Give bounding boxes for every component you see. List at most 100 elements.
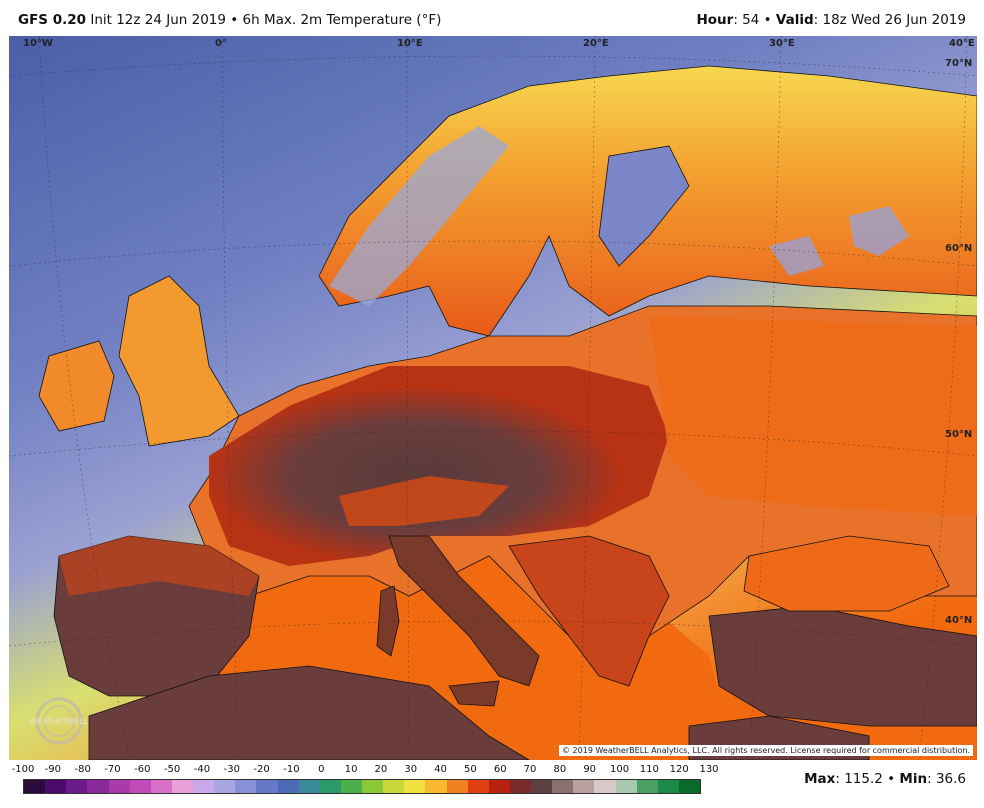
colorbar-swatch [657, 780, 679, 793]
lon-label-0: 0° [215, 38, 227, 49]
colorbar-swatch [615, 780, 637, 793]
colorbar-tick-label: 70 [523, 764, 537, 775]
sicily [448, 680, 500, 707]
min-label: Min [899, 771, 928, 787]
lake-ladoga [769, 236, 824, 276]
colorbar-swatch [298, 780, 320, 793]
valid-time: 18z Wed 26 Jun 2019 [822, 12, 967, 28]
turkey [708, 605, 977, 727]
italy [388, 535, 540, 687]
lat-label-40n: 40°N [945, 615, 973, 626]
map-canvas [9, 36, 977, 760]
product-name: 6h Max. 2m Temperature (°F) [242, 12, 442, 28]
sardinia [376, 585, 400, 657]
min-value: 36.6 [935, 771, 966, 787]
norway-mountains [329, 126, 509, 306]
colorbar-swatch [404, 780, 426, 793]
colorbar-swatch [214, 780, 236, 793]
colorbar-swatch [87, 780, 109, 793]
max-min-readout: Max: 115.2 • Min: 36.6 [804, 771, 966, 787]
colorbar-swatch [340, 780, 362, 793]
colorbar-tick-label: 0 [318, 764, 325, 775]
colorbar-tick-label: 20 [374, 764, 388, 775]
colorbar-tick-label: 60 [493, 764, 507, 775]
lon-label-40e: 40°E [949, 38, 975, 49]
colorbar-tick-label: -40 [193, 764, 211, 775]
colorbar-tick-label: -30 [223, 764, 240, 775]
colorbar-tick-label: 100 [609, 764, 630, 775]
colorbar-swatch [256, 780, 278, 793]
balkans [508, 535, 670, 687]
lon-label-10e: 10°E [397, 38, 423, 49]
eastern-europe [649, 316, 977, 516]
colorbar-tick-label: 80 [553, 764, 567, 775]
lat-label-50n: 50°N [945, 429, 973, 440]
colorbar-swatch [108, 780, 130, 793]
colorbar-swatch [425, 780, 447, 793]
logo-text: WEATHERBELL [30, 717, 90, 726]
colorbar-labels: -100 -90 -80 -70 -60 -50 -40 -30 -20 -10 0 10 20 30 40… [11, 764, 719, 778]
colorbar-tick-label: -100 [11, 764, 35, 775]
copyright-notice: © 2019 WeatherBELL Analytics, LLC. All r… [559, 745, 973, 756]
colorbar-tick-label: -20 [253, 764, 270, 775]
lon-label-10w: 10°W [23, 38, 53, 49]
lon-label-20e: 20°E [583, 38, 609, 49]
title-right: Hour: 54 • Valid: 18z Wed 26 Jun 2019 [696, 12, 966, 28]
black-sea [743, 535, 950, 612]
colorbar-tick-label: 40 [434, 764, 447, 775]
iberia-north-coast [59, 536, 259, 596]
colorbar-tick-label: -60 [134, 764, 151, 775]
lat-label-60n: 60°N [945, 243, 973, 254]
colorbar-swatch [509, 780, 531, 793]
colorbar-swatch [277, 780, 299, 793]
colorbar-swatch [488, 780, 510, 793]
colorbar-swatch [678, 780, 700, 793]
hour-value: 54 [742, 12, 760, 28]
temperature-map: 10°W 0° 10°E 20°E 30°E 40°E 70°N 60°N 50… [9, 36, 977, 760]
header: GFS 0.20 Init 12z 24 Jun 2019 • 6h Max. … [0, 0, 984, 36]
colorbar-tick-label: 50 [464, 764, 477, 775]
colorbar-tick-label: 110 [639, 764, 659, 775]
colorbar-swatch [446, 780, 468, 793]
colorbar-swatch [193, 780, 215, 793]
central-europe-heat [209, 366, 669, 566]
lat-label-70n: 70°N [945, 58, 973, 69]
colorbar-swatch [235, 780, 257, 793]
colorbar-swatch [319, 780, 341, 793]
lon-label-30e: 30°E [769, 38, 795, 49]
alps [339, 476, 509, 526]
init-time: Init 12z 24 Jun 2019 [90, 12, 226, 28]
graticule [9, 36, 977, 760]
colorbar-tick-label: 130 [699, 764, 719, 775]
valid-label: Valid [775, 12, 814, 28]
colorbar-swatch [24, 780, 46, 793]
colorbar-tick-label: -80 [74, 764, 91, 775]
weatherbell-logo: WEATHERBELL [30, 697, 90, 745]
colorbar-swatch [636, 780, 658, 793]
model-name: GFS 0.20 [18, 12, 87, 28]
colorbar-swatch [552, 780, 574, 793]
colorbar-tick-label: 120 [669, 764, 689, 775]
ireland [38, 340, 115, 432]
colorbar-swatch [45, 780, 67, 793]
title-left: GFS 0.20 Init 12z 24 Jun 2019 • 6h Max. … [18, 12, 442, 28]
colorbar-tick-label: -10 [283, 764, 300, 775]
colorbar-swatch [362, 780, 384, 793]
colorbar-tick-label: 30 [404, 764, 418, 775]
max-label: Max [804, 771, 836, 787]
colorbar [23, 779, 701, 794]
colorbar-tick-label: -90 [44, 764, 61, 775]
colorbar-swatch [594, 780, 616, 793]
gulf-of-bothnia [598, 145, 690, 267]
colorbar-swatch [531, 780, 553, 793]
colorbar-tick-label: 10 [344, 764, 358, 775]
lake-onega [849, 206, 909, 256]
colorbar-swatch [66, 780, 88, 793]
max-value: 115.2 [844, 771, 883, 787]
north-africa [88, 665, 530, 760]
colorbar-swatch [150, 780, 172, 793]
great-britain [118, 275, 240, 447]
colorbar-swatch [171, 780, 193, 793]
colorbar-tick-label: -50 [163, 764, 181, 775]
colorbar-tick-label: -70 [104, 764, 121, 775]
